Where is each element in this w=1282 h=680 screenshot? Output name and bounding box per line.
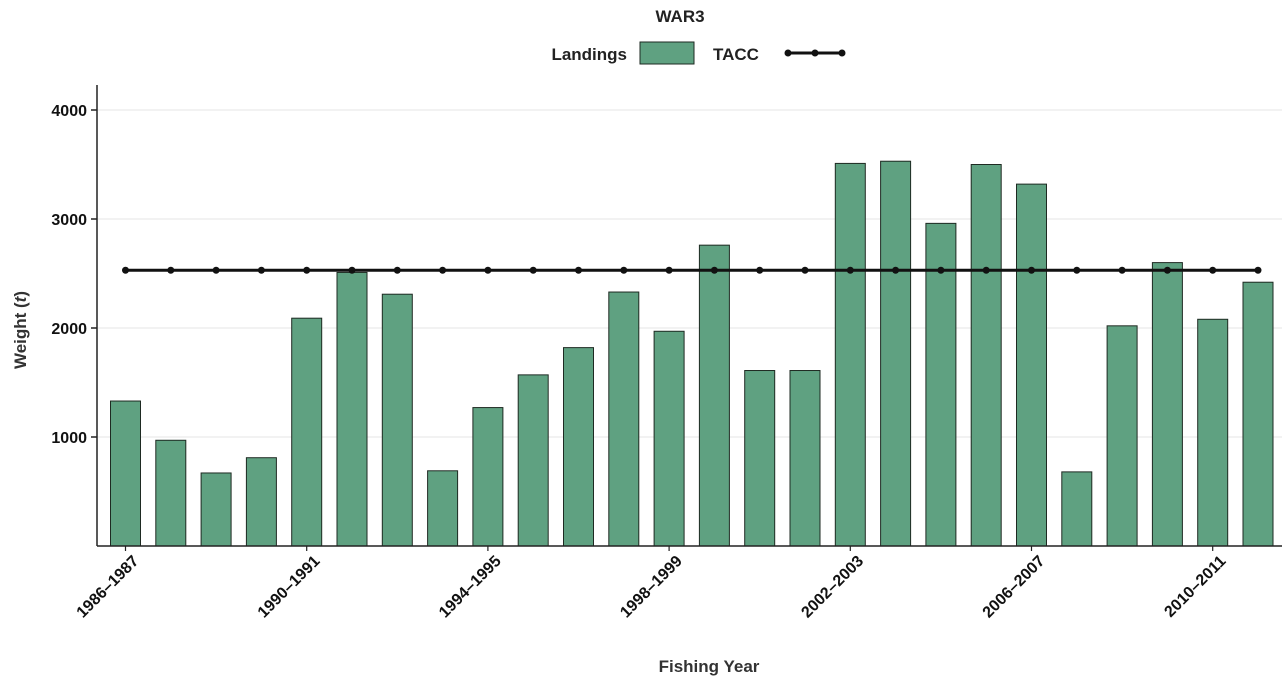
tacc-point: [257, 266, 265, 274]
bar: [880, 160, 912, 547]
legend-swatch-tacc: [784, 49, 846, 57]
tacc-point: [122, 266, 129, 274]
bar: [427, 470, 459, 547]
tacc-point: [1073, 266, 1081, 274]
bar: [1197, 318, 1229, 547]
tacc-point: [1118, 266, 1126, 274]
x-tick-label: 1998–1999: [617, 553, 686, 622]
tacc-point: [529, 266, 537, 274]
y-axis-label: Weight (t): [11, 291, 30, 369]
bar: [970, 164, 1002, 547]
x-tick-label: 2002–2003: [798, 553, 867, 622]
x-tick-label: 2006–2007: [980, 553, 1049, 622]
tacc-point: [167, 266, 175, 274]
grid: [97, 109, 1282, 438]
tacc-point: [439, 266, 447, 274]
tacc-point: [982, 266, 990, 274]
bar: [744, 370, 776, 547]
y-tick-label: 3000: [51, 212, 87, 229]
tacc-point: [484, 266, 492, 274]
tacc-point: [756, 266, 764, 274]
tacc-point: [1163, 266, 1171, 274]
y-axis-label-end: ): [11, 291, 30, 297]
chart-title: WAR3: [655, 7, 704, 26]
tacc-point: [801, 266, 809, 274]
legend: Landings TACC: [551, 41, 846, 65]
bar: [200, 472, 232, 547]
x-axis-label: Fishing Year: [659, 657, 760, 676]
bar: [1242, 281, 1274, 547]
tacc-point: [393, 266, 401, 274]
bar: [653, 330, 685, 547]
bar: [291, 317, 323, 547]
y-tick-label: 4000: [51, 103, 87, 120]
tacc-point: [1209, 266, 1217, 274]
tacc-point: [575, 266, 582, 274]
bar: [1016, 183, 1047, 547]
bar: [381, 293, 413, 547]
y-axis-label-unit: t: [11, 295, 30, 302]
tacc-point: [710, 266, 718, 274]
tacc-point: [846, 266, 854, 274]
tacc-series: [122, 266, 1262, 274]
bar: [472, 407, 504, 547]
bar: [834, 162, 866, 547]
legend-label-tacc: TACC: [713, 45, 759, 64]
bar: [245, 457, 277, 547]
tacc-point: [212, 266, 220, 274]
tacc-point: [303, 266, 311, 274]
y-axis-label-main: Weight (: [11, 302, 30, 369]
legend-label-landings: Landings: [551, 45, 627, 64]
tacc-point: [1254, 266, 1262, 274]
bar: [517, 374, 549, 547]
bar: [608, 291, 640, 547]
bars: [110, 160, 1274, 547]
x-tick-label: 1986–1987: [74, 553, 143, 622]
bar: [698, 244, 730, 547]
x-tick-label: 1990–1991: [255, 553, 324, 622]
tacc-point: [348, 266, 356, 274]
tacc-point: [937, 266, 945, 274]
bar: [1061, 471, 1093, 547]
legend-swatch-landings: [639, 41, 695, 65]
bar: [336, 271, 368, 547]
y-tick-label: 2000: [51, 321, 87, 338]
x-tick-label: 1994–1995: [436, 553, 505, 622]
bar: [155, 439, 187, 547]
bar: [110, 400, 141, 547]
tacc-point: [620, 266, 628, 274]
bar: [1151, 262, 1183, 547]
bar: [1106, 325, 1138, 547]
y-tick-label: 1000: [51, 430, 87, 447]
bar: [925, 222, 957, 547]
tacc-point: [892, 266, 900, 274]
y-axis-ticks: 1000 2000 3000 4000: [51, 103, 97, 447]
tacc-point: [1028, 266, 1035, 274]
tacc-point: [665, 266, 673, 274]
bar: [563, 347, 594, 547]
x-axis-ticks: 1986–1987 1990–1991 1994–1995 1998–1999 2002…: [74, 546, 1230, 621]
x-tick-label: 2010–2011: [1162, 553, 1230, 621]
bar: [789, 370, 821, 547]
